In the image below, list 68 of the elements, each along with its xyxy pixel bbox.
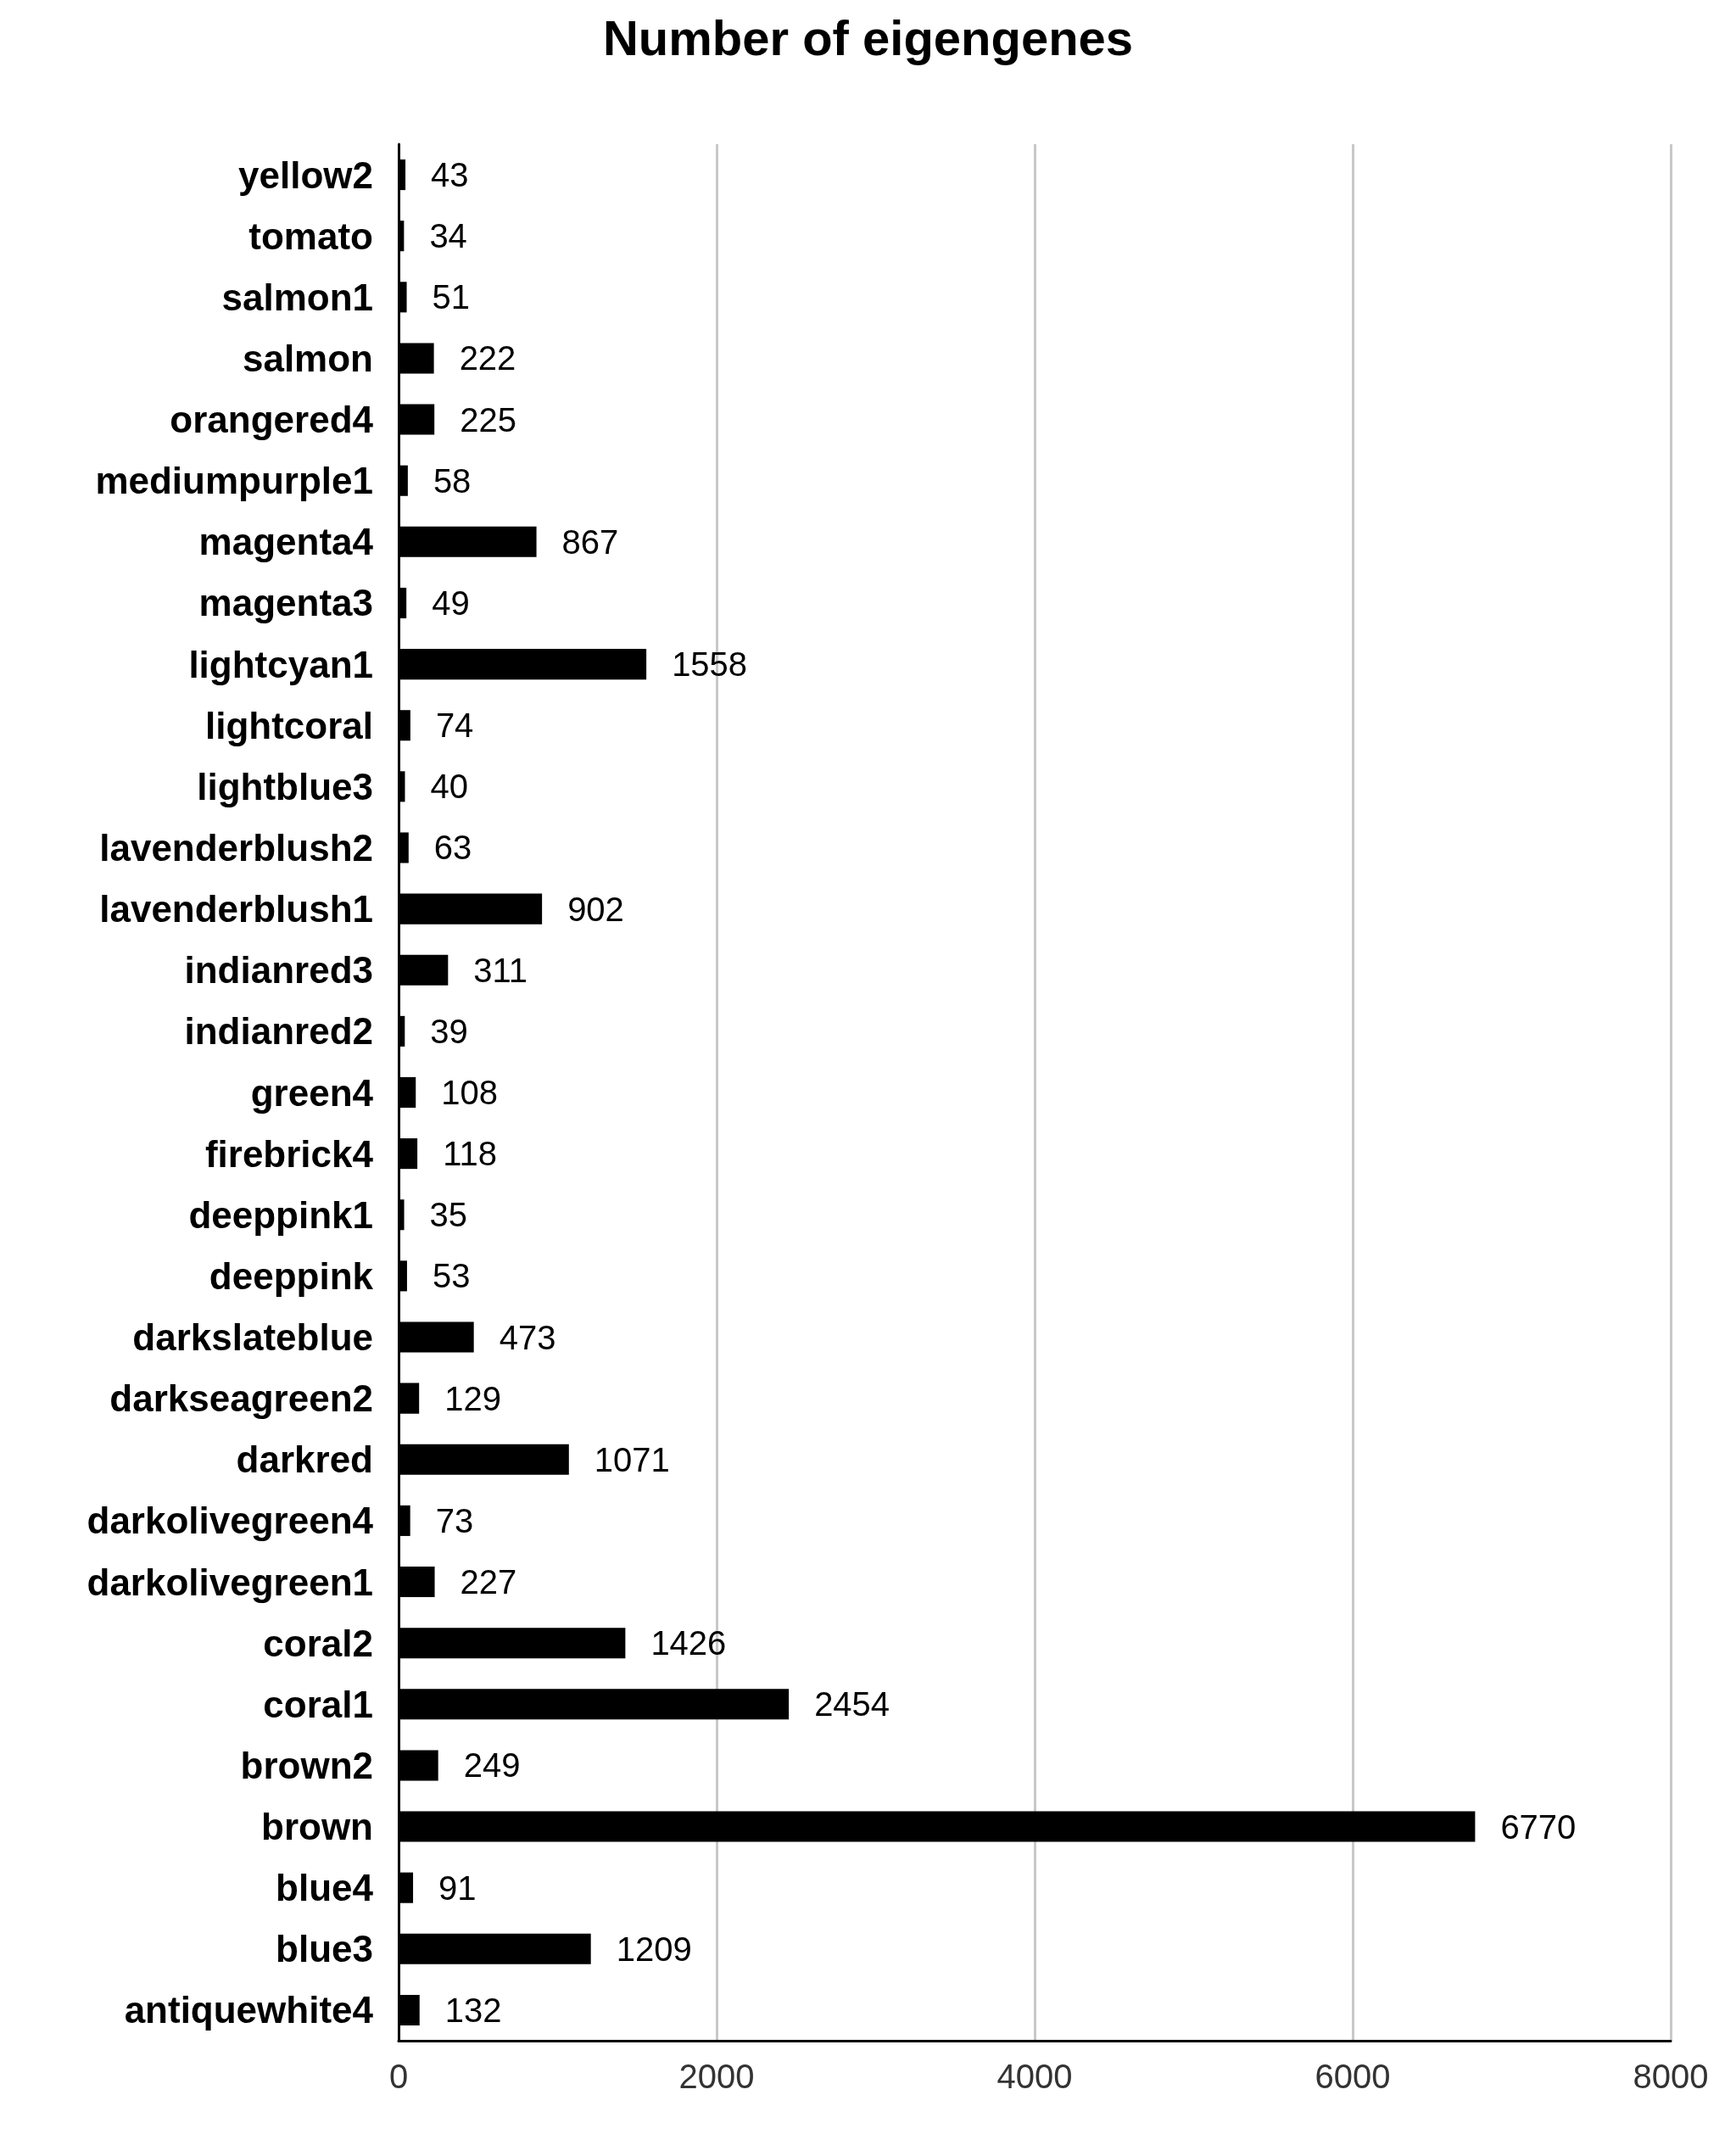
y-tick-label: indianred3 xyxy=(184,949,373,992)
data-label: 43 xyxy=(431,156,469,194)
data-label: 49 xyxy=(432,584,470,622)
data-label: 108 xyxy=(441,1074,498,1111)
y-tick-label: green4 xyxy=(250,1071,374,1114)
data-label: 225 xyxy=(460,400,516,439)
y-tick-label: lightblue3 xyxy=(197,765,373,807)
data-label: 35 xyxy=(429,1196,468,1234)
data-label: 129 xyxy=(444,1379,501,1417)
y-tick-label: firebrick4 xyxy=(204,1132,374,1175)
data-label: 132 xyxy=(444,1991,502,2029)
data-label: 473 xyxy=(499,1318,556,1356)
data-label: 2454 xyxy=(814,1685,890,1723)
data-label: 1426 xyxy=(650,1624,727,1662)
y-tick-label: magenta3 xyxy=(198,582,373,624)
y-tick-label: blue4 xyxy=(276,1867,374,1909)
data-label: 73 xyxy=(435,1501,474,1539)
data-label: 222 xyxy=(459,339,516,377)
data-label: 51 xyxy=(432,278,471,316)
data-label: 34 xyxy=(429,217,467,255)
data-label: 118 xyxy=(443,1135,497,1173)
y-tick-label: orangered4 xyxy=(170,399,374,441)
x-tick-label: 8000 xyxy=(1633,2058,1709,2095)
data-label: 40 xyxy=(430,768,468,806)
data-label: 249 xyxy=(463,1746,521,1785)
y-tick-label: brown xyxy=(261,1806,373,1848)
y-tick-label: brown2 xyxy=(240,1744,373,1786)
data-label: 1071 xyxy=(594,1440,670,1478)
data-label: 867 xyxy=(561,522,619,561)
data-label: 74 xyxy=(435,707,474,745)
y-tick-label: indianred2 xyxy=(184,1010,373,1053)
data-label: 1558 xyxy=(672,645,748,684)
y-tick-label: antiquewhite4 xyxy=(124,1989,374,2031)
data-label: 91 xyxy=(438,1869,477,1907)
x-tick-label: 4000 xyxy=(996,2058,1073,2095)
y-tick-label: salmon1 xyxy=(221,276,373,318)
chart-title: Number of eigengenes xyxy=(602,9,1134,65)
y-tick-label: lightcyan1 xyxy=(188,643,373,685)
y-tick-label: darkseagreen2 xyxy=(109,1377,373,1420)
y-tick-label: salmon xyxy=(242,337,373,379)
x-tick-label: 6000 xyxy=(1315,2058,1391,2095)
y-tick-label: lavenderblush2 xyxy=(99,826,373,869)
data-label: 1209 xyxy=(616,1930,692,1968)
y-tick-label: coral2 xyxy=(263,1622,373,1664)
y-tick-label: mediumpurple1 xyxy=(95,460,373,502)
y-tick-label: darkred xyxy=(236,1438,373,1481)
data-label: 63 xyxy=(433,829,472,867)
x-tick-label: 2000 xyxy=(678,2058,755,2095)
data-label: 227 xyxy=(460,1563,517,1601)
y-tick-label: coral1 xyxy=(263,1683,373,1725)
data-label: 58 xyxy=(433,461,472,500)
data-label: 6770 xyxy=(1500,1807,1577,1846)
y-tick-label: tomato xyxy=(248,215,373,257)
y-tick-label: darkolivegreen4 xyxy=(87,1500,374,1542)
y-tick-label: deeppink xyxy=(209,1254,374,1297)
y-tick-label: blue3 xyxy=(276,1928,373,1970)
y-tick-label: darkslateblue xyxy=(132,1316,373,1359)
y-tick-label: magenta4 xyxy=(198,521,374,563)
y-tick-label: lightcoral xyxy=(204,704,373,746)
y-tick-label: deeppink1 xyxy=(188,1193,373,1236)
data-label: 902 xyxy=(567,890,624,928)
data-label: 311 xyxy=(473,951,528,989)
data-label: 39 xyxy=(430,1012,468,1050)
x-tick-label: 0 xyxy=(388,2058,409,2095)
y-tick-label: darkolivegreen1 xyxy=(87,1561,373,1603)
y-tick-label: yellow2 xyxy=(238,154,373,196)
data-label: 53 xyxy=(432,1257,471,1295)
y-tick-label: lavenderblush1 xyxy=(99,888,373,930)
